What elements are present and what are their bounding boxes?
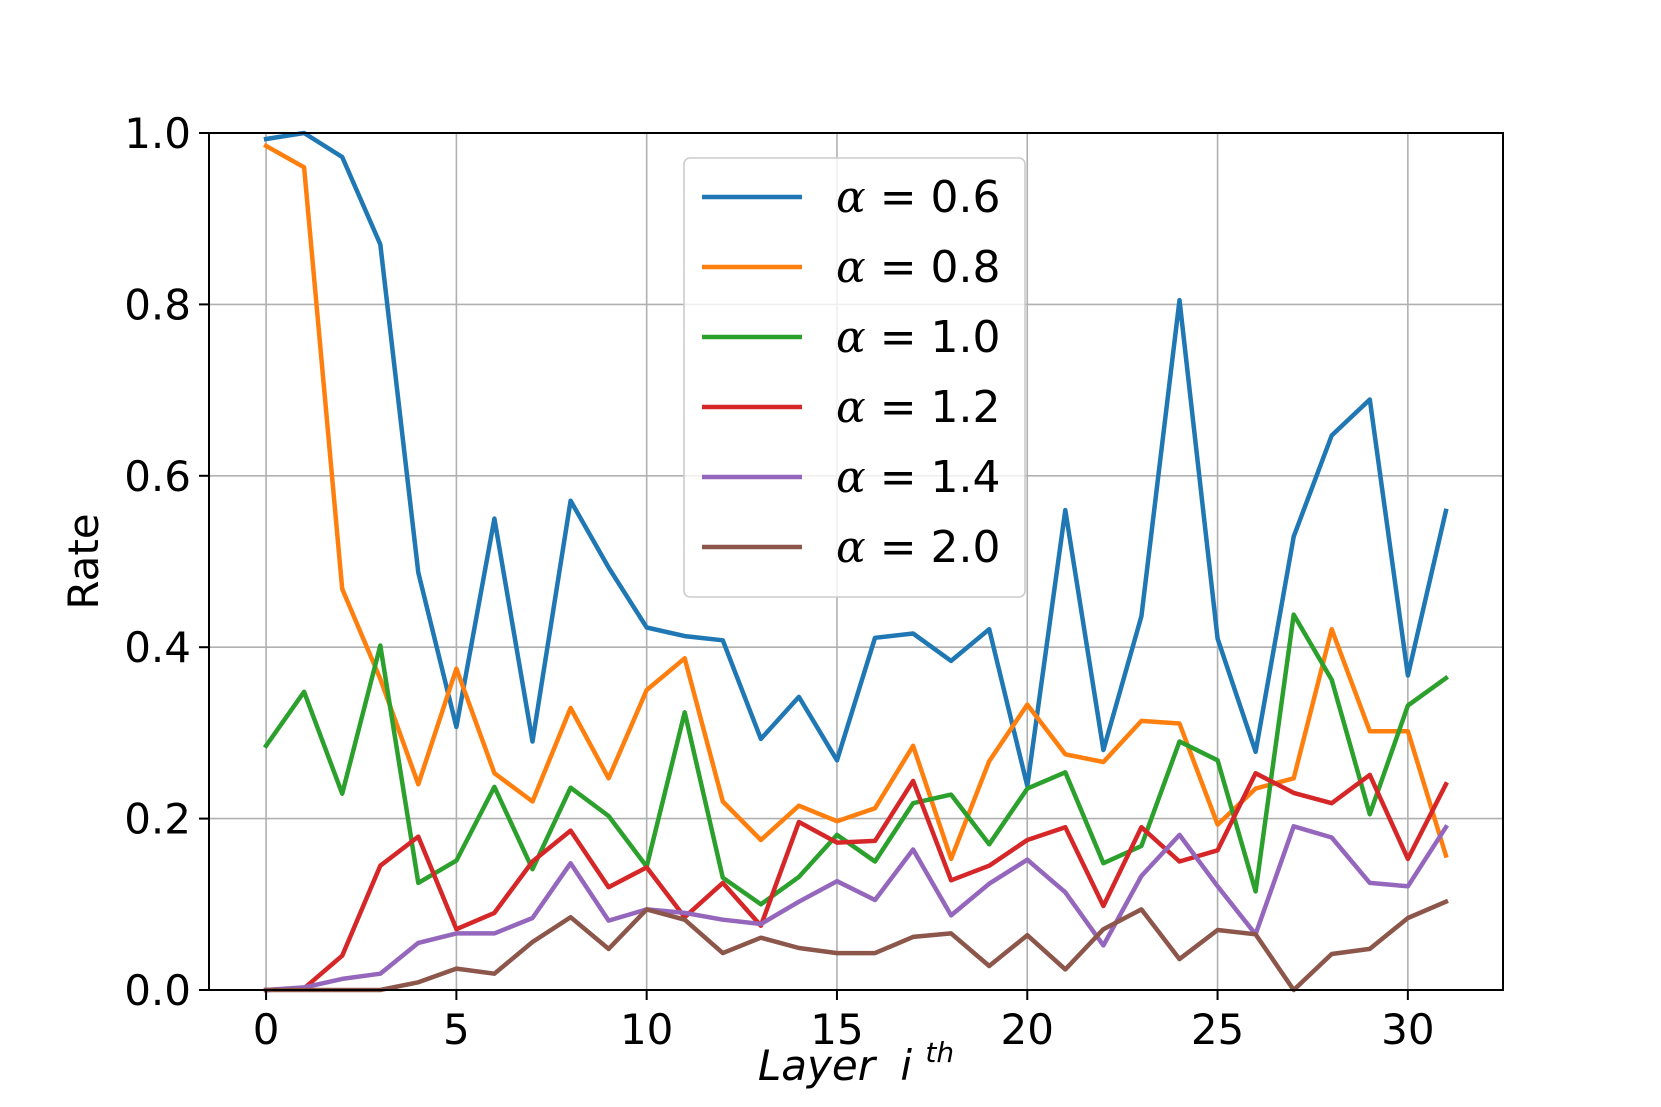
series-lines xyxy=(262,130,1450,993)
y-tick-label: 0.2 xyxy=(124,795,191,844)
legend-alpha-value: = 0.8 xyxy=(866,242,1001,293)
legend-alpha-value: = 1.0 xyxy=(866,312,1001,363)
legend-alpha-symbol: α xyxy=(836,522,866,573)
y-tick-label: 0.0 xyxy=(124,966,191,1015)
legend-alpha-value: = 1.2 xyxy=(866,382,1001,433)
series-line-alpha-0-8 xyxy=(263,142,1449,862)
x-axis-label: Layer i th xyxy=(758,1036,954,1090)
legend-label: α = 0.6 xyxy=(836,172,1001,223)
x-tick-label: 10 xyxy=(620,1005,673,1054)
x-axis-label-text: Layer xyxy=(758,1041,878,1090)
x-tick-label: 20 xyxy=(1001,1005,1054,1054)
legend-alpha-value: = 2.0 xyxy=(866,522,1001,573)
legend-label: α = 2.0 xyxy=(836,522,1001,573)
x-tick-label: 30 xyxy=(1381,1005,1434,1054)
x-tick-label: 25 xyxy=(1191,1005,1244,1054)
legend-alpha-symbol: α xyxy=(836,452,866,503)
y-tick-label: 1.0 xyxy=(124,109,191,158)
series-line-alpha-1-4 xyxy=(263,824,1450,993)
legend-label: α = 1.4 xyxy=(836,452,1001,503)
y-tick-label: 0.4 xyxy=(124,623,191,672)
legend-label: α = 0.8 xyxy=(836,242,1001,293)
legend-alpha-value: = 1.4 xyxy=(866,452,1001,503)
series-line-alpha-2-0 xyxy=(263,898,1449,993)
x-tick-label: 5 xyxy=(443,1005,470,1054)
legend-label: α = 1.2 xyxy=(836,382,1001,433)
legend-alpha-symbol: α xyxy=(836,312,866,363)
plot-frame xyxy=(208,132,1504,991)
y-axis-label: Rate xyxy=(59,513,108,609)
legend-alpha-value: = 0.6 xyxy=(866,172,1001,223)
axis-ticks: 0 5 10 15 20 25 30 0.0 0.2 0.4 0.6 0.8 1.0 xyxy=(124,109,1434,1054)
legend-alpha-symbol: α xyxy=(836,242,866,293)
x-tick-label: 0 xyxy=(253,1005,280,1054)
series-line-alpha-1-0 xyxy=(262,612,1450,907)
legend: α = 0.6α = 0.8α = 1.0α = 1.2α = 1.4α = 2… xyxy=(683,157,1026,598)
legend-alpha-symbol: α xyxy=(836,172,866,223)
series-line-alpha-1-2 xyxy=(263,770,1449,993)
legend-alpha-symbol: α xyxy=(836,382,866,433)
legend-label: α = 1.0 xyxy=(836,312,1001,363)
y-tick-label: 0.6 xyxy=(124,452,191,501)
x-axis-label-sup: th xyxy=(925,1036,954,1069)
x-tick-label: 15 xyxy=(810,1005,863,1054)
y-tick-label: 0.8 xyxy=(124,280,191,329)
x-axis-label-var: i xyxy=(900,1041,912,1090)
